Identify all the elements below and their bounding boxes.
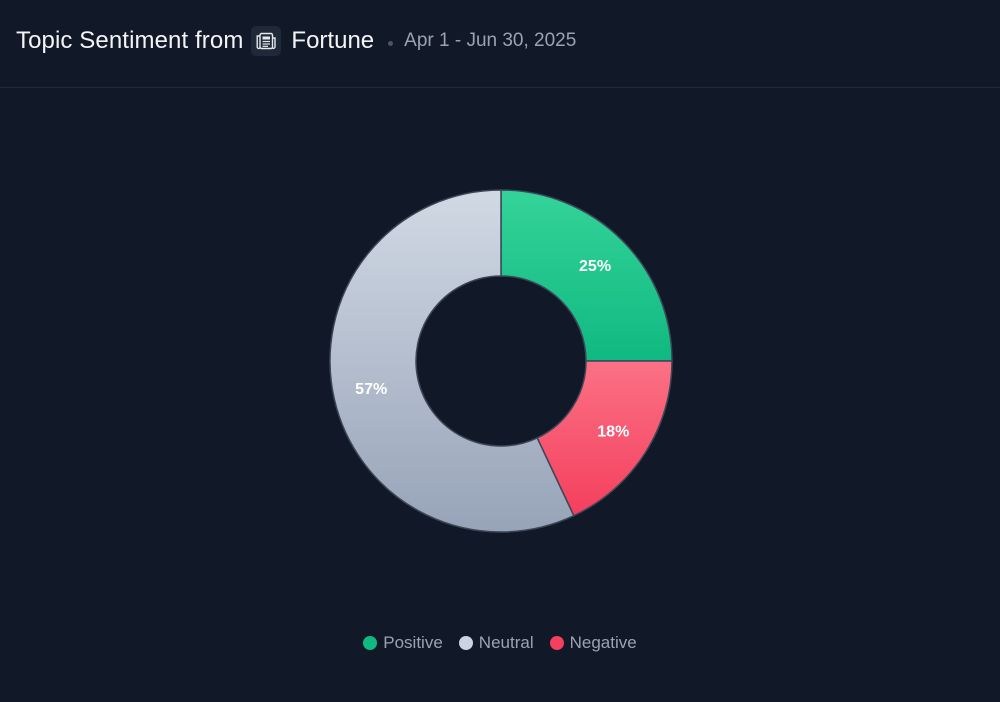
source-name: Fortune xyxy=(291,27,375,54)
slice-label-negative: 18% xyxy=(597,423,629,440)
legend-item-negative[interactable]: Negative xyxy=(549,633,637,653)
legend-swatch-positive xyxy=(363,636,378,650)
date-range: Apr 1 - Jun 30, 2025 xyxy=(404,30,577,51)
legend-item-neutral[interactable]: Neutral xyxy=(458,633,534,653)
legend-swatch-negative xyxy=(549,636,564,650)
slice-label-positive: 25% xyxy=(579,258,611,275)
legend-label-positive: Positive xyxy=(383,633,443,652)
title-row: Topic Sentiment from Fortune Apr 1 - Jun… xyxy=(16,22,576,60)
chart-header: Topic Sentiment from Fortune Apr 1 - Jun… xyxy=(0,0,1000,88)
separator-dot xyxy=(388,40,394,46)
chart-title: Topic Sentiment from xyxy=(16,27,244,54)
slice-label-neutral: 57% xyxy=(355,381,387,398)
legend-item-positive[interactable]: Positive xyxy=(363,633,443,653)
newspaper-icon xyxy=(251,26,282,56)
legend-label-neutral: Neutral xyxy=(478,633,534,652)
slice-positive[interactable] xyxy=(500,189,673,362)
chart-legend: Positive Neutral Negative xyxy=(0,633,1000,653)
slice-neutral[interactable] xyxy=(329,189,575,533)
legend-swatch-neutral xyxy=(458,636,473,650)
legend-label-negative: Negative xyxy=(569,633,637,652)
slice-negative[interactable] xyxy=(536,360,673,517)
